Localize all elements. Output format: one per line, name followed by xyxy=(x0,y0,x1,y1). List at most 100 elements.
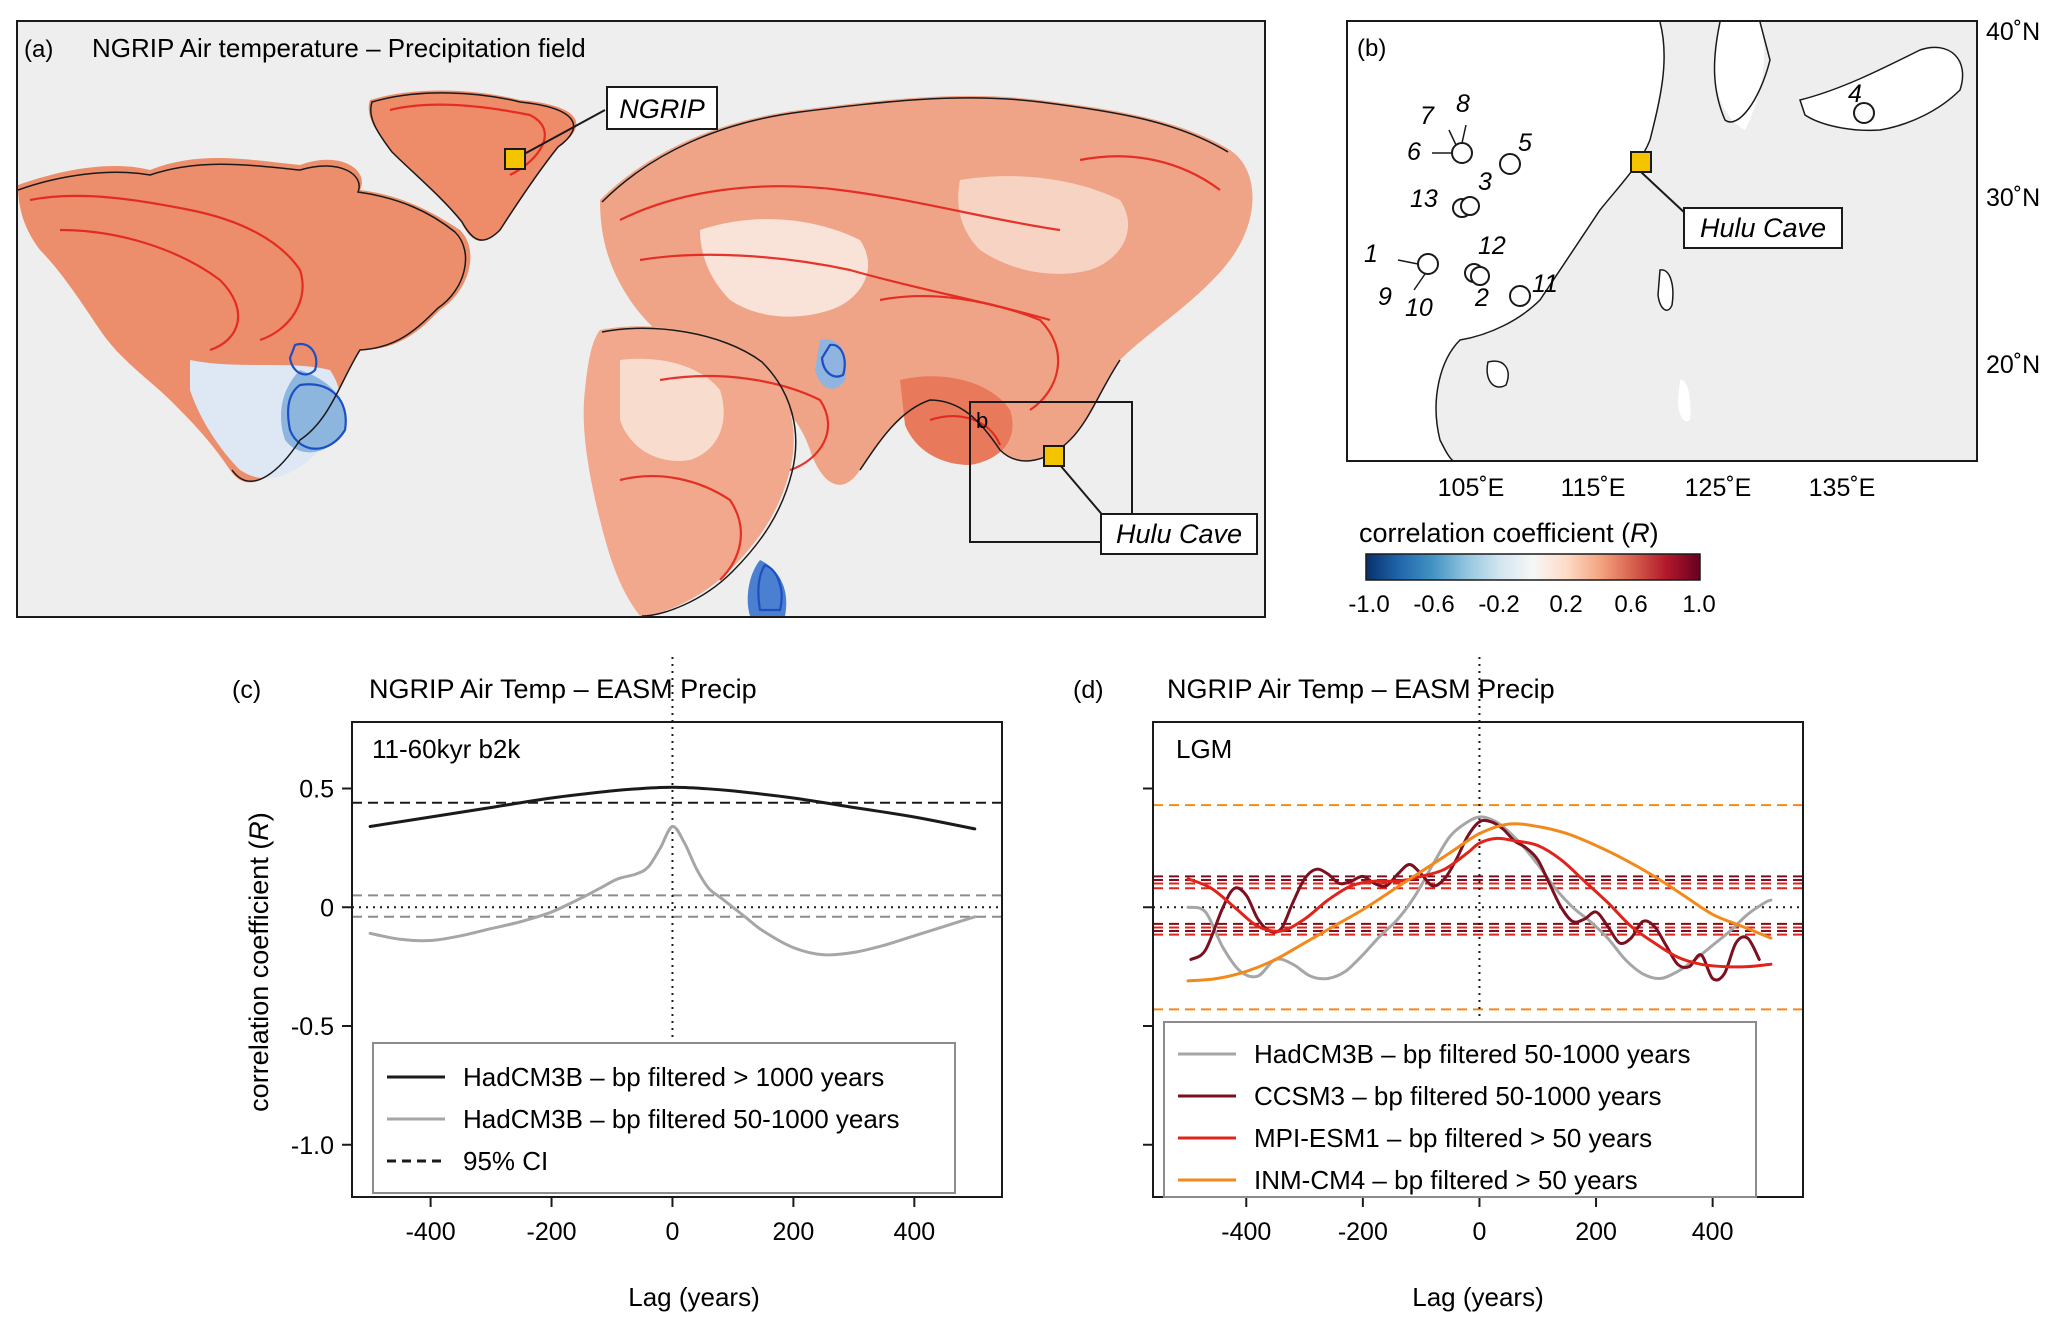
lat-label: 30˚N xyxy=(1986,184,2040,212)
panel-d-chart: (d) NGRIP Air Temp – EASM Precip Lag (ye… xyxy=(1073,657,1804,1312)
hulu-callout-box xyxy=(1100,513,1258,555)
legend-box xyxy=(372,1042,956,1194)
colorbar-tick: 0.6 xyxy=(1614,591,1647,618)
series-line xyxy=(1189,818,1761,982)
site-leader-lines xyxy=(1397,124,1467,291)
lon-labels: 105˚E 115˚E 125˚E 135˚E xyxy=(1438,474,1876,502)
site-label: 6 xyxy=(1407,138,1421,166)
panel-a-map: b NGRIP Hulu Cave (a) NGRIP Air temperat… xyxy=(16,20,1266,618)
panel-b-map: 1 2 3 4 5 6 7 8 9 10 11 12 13 Hulu Cave … xyxy=(1346,18,2040,502)
legend-label: MPI-ESM1 – bp filtered > 50 years xyxy=(1254,1123,1652,1153)
legend-label: HadCM3B – bp filtered > 1000 years xyxy=(463,1062,884,1092)
hulu-b-callout-box xyxy=(1683,207,1843,249)
colorbar-gradient xyxy=(1365,553,1701,581)
colorbar-tick: 0.2 xyxy=(1549,591,1582,618)
x-tick-label: -200 xyxy=(527,1218,577,1246)
hulu-callout: Hulu Cave xyxy=(1116,519,1242,549)
x-tick-label: -400 xyxy=(1221,1218,1271,1246)
lon-label: 125˚E xyxy=(1685,474,1752,502)
panel-b-extent-box xyxy=(969,401,1133,543)
colorbar-ticks: -1.0 -0.6 -0.2 0.2 0.6 1.0 xyxy=(1348,591,1715,618)
site-label: 3 xyxy=(1478,168,1492,196)
x-tick-label: 400 xyxy=(1692,1218,1734,1246)
panel-a-label: (a) xyxy=(24,36,53,63)
site-label: 7 xyxy=(1420,102,1435,130)
panel-d-annotation: LGM xyxy=(1176,734,1232,764)
cave-site-marker xyxy=(1417,253,1439,275)
ngrip-callout: NGRIP xyxy=(619,94,705,124)
legend-label: CCSM3 – bp filtered 50-1000 years xyxy=(1254,1081,1662,1111)
panel-c-chart: (c) NGRIP Air Temp – EASM Precip Lag (ye… xyxy=(232,657,1003,1312)
hulu-marker xyxy=(1043,445,1065,467)
hulu-leader-line xyxy=(1053,457,1106,519)
cave-site-marker xyxy=(1460,196,1480,216)
panel-c-title: NGRIP Air Temp – EASM Precip xyxy=(369,674,757,704)
ngrip-callout-box xyxy=(606,86,718,130)
series-line xyxy=(1186,815,1773,981)
y-tick-label: -1.0 xyxy=(291,1132,334,1160)
series-line xyxy=(368,785,977,831)
hulu-b-callout: Hulu Cave xyxy=(1700,213,1826,243)
panel-d-xlabel: Lag (years) xyxy=(1412,1282,1544,1312)
colorbar-tick: -0.2 xyxy=(1478,591,1519,618)
legend-label: HadCM3B – bp filtered 50-1000 years xyxy=(463,1104,899,1134)
panel-b-label: (b) xyxy=(1357,35,1386,62)
site-label: 1 xyxy=(1364,240,1378,268)
panel-b-land xyxy=(1348,22,1964,460)
lat-labels: 40˚N 30˚N 20˚N xyxy=(1986,18,2040,379)
x-tick-label: -400 xyxy=(406,1218,456,1246)
panel-b-box-label: b xyxy=(976,408,988,433)
colorbar-title: correlation coefficient (R) xyxy=(1359,518,1659,548)
y-tick-label: 0 xyxy=(320,894,334,922)
site-label: 4 xyxy=(1848,80,1862,108)
y-tick-label: 0.5 xyxy=(299,776,334,804)
cave-site-marker xyxy=(1499,153,1521,175)
site-label: 2 xyxy=(1474,284,1489,312)
ngrip-marker xyxy=(504,148,526,170)
panel-c-label: (c) xyxy=(232,676,261,704)
lat-label: 40˚N xyxy=(1986,18,2040,46)
cave-site-labels: 1 2 3 4 5 6 7 8 9 10 11 12 13 xyxy=(1364,80,1862,322)
colorbar-tick: -0.6 xyxy=(1413,591,1454,618)
lon-label: 135˚E xyxy=(1809,474,1876,502)
colorbar: correlation coefficient (R) -1.0 -0.6 -0… xyxy=(1348,518,1715,618)
legend-label: INM-CM4 – bp filtered > 50 years xyxy=(1254,1165,1638,1195)
site-label: 10 xyxy=(1405,294,1433,322)
legend-label: HadCM3B – bp filtered 50-1000 years xyxy=(1254,1039,1690,1069)
site-label: 9 xyxy=(1378,283,1392,311)
legend-box xyxy=(1163,1021,1757,1198)
panel-a-title: NGRIP Air temperature – Precipitation fi… xyxy=(92,33,586,63)
panel-d-label: (d) xyxy=(1073,676,1104,704)
x-tick-label: 200 xyxy=(773,1218,815,1246)
x-tick-label: 200 xyxy=(1575,1218,1617,1246)
series-line xyxy=(368,825,977,957)
panel-c-ylabel: correlation coefficient (R) xyxy=(244,812,274,1112)
hulu-b-leader-line xyxy=(1640,171,1687,215)
site-label: 8 xyxy=(1456,90,1470,118)
ngrip-leader-line xyxy=(514,109,606,160)
panel-c-xlabel: Lag (years) xyxy=(628,1282,760,1312)
cave-site-marker xyxy=(1451,142,1473,164)
hulu-b-marker xyxy=(1630,151,1652,173)
cave-site-marker xyxy=(1470,266,1490,286)
series-line xyxy=(1186,822,1773,983)
panel-c-annotation: 11-60kyr b2k xyxy=(372,734,521,764)
panel-d-title: NGRIP Air Temp – EASM Precip xyxy=(1167,674,1555,704)
site-label: 5 xyxy=(1518,129,1532,157)
map-land xyxy=(18,90,1253,616)
colorbar-tick: 1.0 xyxy=(1682,591,1715,618)
lat-label: 20˚N xyxy=(1986,351,2040,379)
site-label: 13 xyxy=(1410,185,1438,213)
site-label: 12 xyxy=(1478,232,1506,260)
x-tick-label: 400 xyxy=(893,1218,935,1246)
x-tick-label: 0 xyxy=(1473,1218,1487,1246)
cave-site-marker xyxy=(1853,102,1875,124)
series-line xyxy=(1186,836,1773,969)
site-label: 11 xyxy=(1532,270,1558,298)
y-tick-label: -0.5 xyxy=(291,1013,334,1041)
x-tick-label: -200 xyxy=(1338,1218,1388,1246)
cave-site-marker xyxy=(1509,285,1531,307)
lon-label: 115˚E xyxy=(1561,474,1626,502)
x-tick-label: 0 xyxy=(666,1218,680,1246)
